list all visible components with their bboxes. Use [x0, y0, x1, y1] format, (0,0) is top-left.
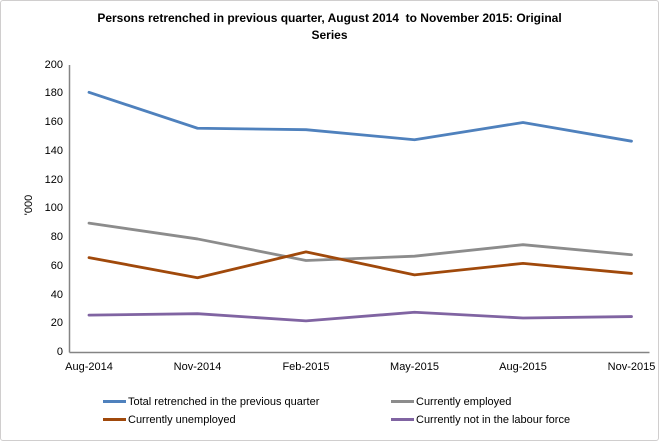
x-axis-label: Nov-2014: [173, 361, 222, 373]
line-series-2: [87, 250, 633, 280]
x-axis-label: Nov-2015: [607, 361, 656, 373]
legend-label: Currently employed: [416, 395, 512, 408]
y-tick-label: 100: [44, 202, 63, 215]
legend-item-0: Total retrenched in the previous quarter: [103, 393, 391, 410]
legend-item-2: Currently unemployed: [103, 411, 391, 428]
y-tick-label: 180: [44, 87, 63, 100]
y-tick-label: 140: [44, 144, 63, 157]
chart-title-line-1: Persons retrenched in previous quarter, …: [97, 11, 562, 25]
y-tick-label: 80: [50, 231, 63, 243]
chart-title: Persons retrenched in previous quarter, …: [1, 10, 658, 44]
y-tick-label: 40: [50, 288, 63, 301]
line-series-3: [87, 310, 633, 323]
y-tick-label: 60: [50, 259, 63, 272]
y-tick-label: 160: [44, 116, 63, 128]
line-series-0: [87, 90, 633, 143]
legend-line-swatch: [103, 418, 126, 421]
y-tick-label: 200: [44, 58, 63, 71]
chart-title-line-2: Series: [311, 28, 348, 42]
y-tick-label: 0: [56, 346, 63, 358]
x-axis-label: Aug-2015: [499, 361, 547, 373]
x-axis-label: Feb-2015: [282, 361, 330, 373]
legend-item-1: Currently employed: [391, 393, 570, 410]
legend-label: Total retrenched in the previous quarter: [128, 395, 320, 408]
legend-line-swatch: [391, 400, 414, 403]
y-tick-label: 20: [50, 317, 63, 330]
x-axis-label: Aug-2014: [65, 361, 113, 373]
legend: Total retrenched in the previous quarter…: [103, 393, 570, 428]
legend-line-swatch: [103, 400, 126, 403]
legend-label: Currently unemployed: [128, 413, 236, 426]
x-axis-label: May-2015: [390, 361, 439, 373]
legend-label: Currently not in the labour force: [416, 413, 571, 426]
y-tick-label: 120: [44, 173, 63, 186]
legend-line-swatch: [391, 418, 414, 421]
line-series-1: [87, 221, 633, 262]
legend-item-3: Currently not in the labour force: [391, 411, 570, 428]
